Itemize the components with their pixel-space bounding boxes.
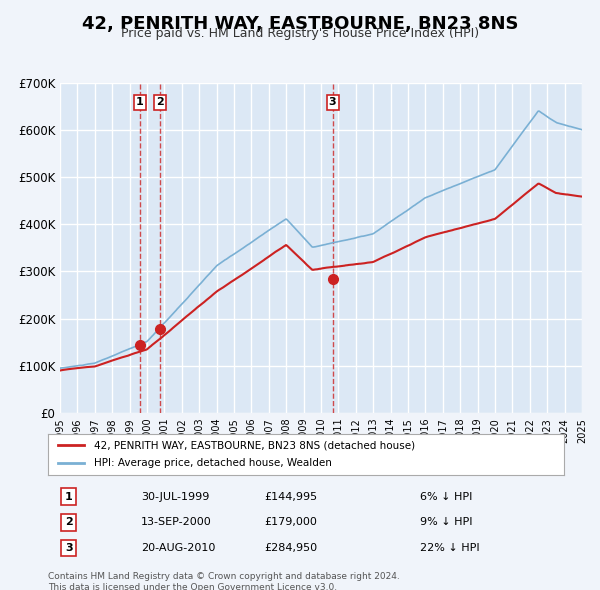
Text: £284,950: £284,950 — [265, 543, 318, 553]
Text: 42, PENRITH WAY, EASTBOURNE, BN23 8NS (detached house): 42, PENRITH WAY, EASTBOURNE, BN23 8NS (d… — [94, 440, 416, 450]
Text: 13-SEP-2000: 13-SEP-2000 — [141, 517, 212, 527]
Text: 6% ↓ HPI: 6% ↓ HPI — [419, 491, 472, 502]
Text: £144,995: £144,995 — [265, 491, 318, 502]
Text: 1: 1 — [65, 491, 73, 502]
Text: 20-AUG-2010: 20-AUG-2010 — [141, 543, 215, 553]
Text: 30-JUL-1999: 30-JUL-1999 — [141, 491, 209, 502]
Text: 9% ↓ HPI: 9% ↓ HPI — [419, 517, 472, 527]
Text: 1: 1 — [136, 97, 143, 107]
Text: 3: 3 — [329, 97, 337, 107]
Text: £179,000: £179,000 — [265, 517, 317, 527]
Text: 2: 2 — [65, 517, 73, 527]
Text: Contains HM Land Registry data © Crown copyright and database right 2024.
This d: Contains HM Land Registry data © Crown c… — [48, 572, 400, 590]
Text: HPI: Average price, detached house, Wealden: HPI: Average price, detached house, Weal… — [94, 458, 332, 468]
Text: 22% ↓ HPI: 22% ↓ HPI — [419, 543, 479, 553]
Text: Price paid vs. HM Land Registry's House Price Index (HPI): Price paid vs. HM Land Registry's House … — [121, 27, 479, 40]
Text: 2: 2 — [156, 97, 164, 107]
Text: 42, PENRITH WAY, EASTBOURNE, BN23 8NS: 42, PENRITH WAY, EASTBOURNE, BN23 8NS — [82, 15, 518, 33]
Text: 3: 3 — [65, 543, 73, 553]
